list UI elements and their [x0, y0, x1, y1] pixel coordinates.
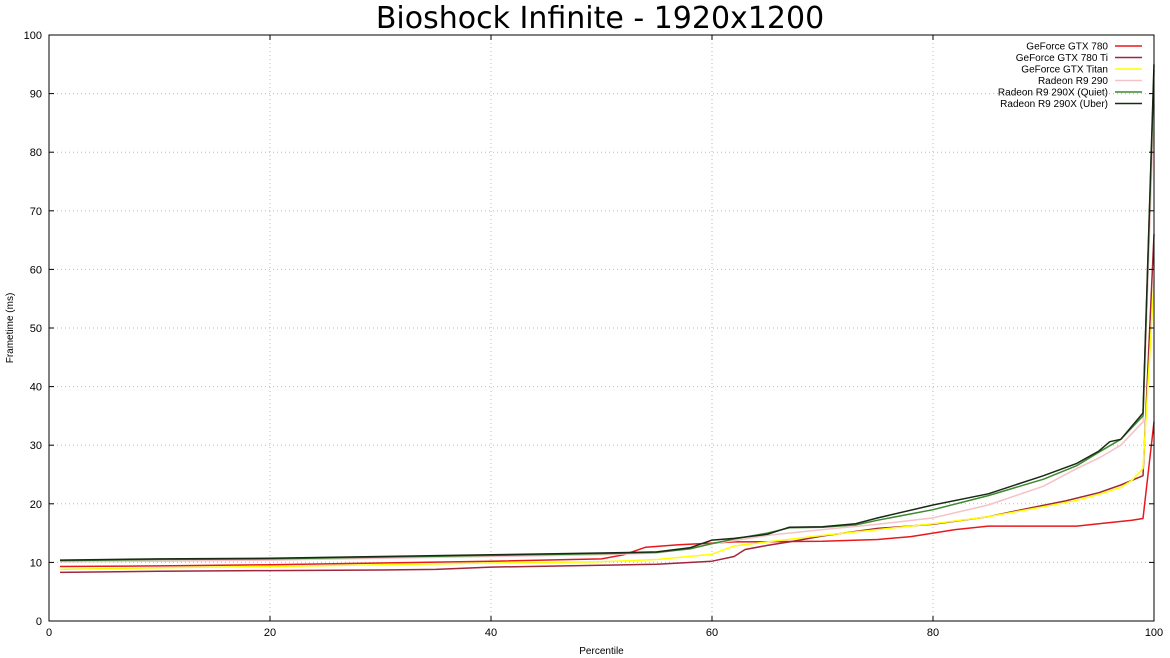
series-line-4 — [59, 105, 1155, 563]
x-tick-label: 80 — [927, 627, 939, 639]
series-line-2 — [59, 234, 1155, 574]
series-line-3 — [59, 281, 1155, 571]
legend-label: GeForce GTX 780 Ti — [1016, 53, 1108, 64]
series-layer — [59, 64, 1155, 574]
y-tick-label: 10 — [30, 557, 42, 569]
series-line-1 — [59, 421, 1155, 568]
y-tick-label: 90 — [30, 89, 42, 101]
y-tick-label: 50 — [30, 323, 42, 335]
legend-label: GeForce GTX 780 — [1026, 42, 1108, 53]
y-tick-label: 80 — [30, 147, 42, 159]
y-tick-label: 0 — [36, 616, 42, 628]
x-tick-label: 40 — [485, 627, 497, 639]
axis-ticks: 0 10 20 30 40 50 60 70 80 90 100 0 20 40 60 80 100 — [24, 30, 1164, 639]
x-axis-label: Percentile — [579, 646, 624, 657]
legend-label: Radeon R9 290 — [1038, 76, 1108, 87]
y-tick-label: 30 — [30, 440, 42, 452]
chart-title: Bioshock Infinite - 1920x1200 — [375, 1, 825, 36]
series-line-5 — [59, 70, 1155, 562]
y-tick-label: 60 — [30, 264, 42, 276]
x-tick-label: 20 — [264, 627, 276, 639]
y-tick-label: 20 — [30, 499, 42, 511]
legend-label: GeForce GTX Titan — [1021, 65, 1108, 76]
x-tick-label: 60 — [706, 627, 718, 639]
legend-label: Radeon R9 290X (Uber) — [1000, 99, 1108, 110]
x-tick-label: 0 — [46, 627, 52, 639]
legend-label: Radeon R9 290X (Quiet) — [998, 88, 1108, 99]
x-tick-label: 100 — [1145, 627, 1163, 639]
y-axis-label: Frametime (ms) — [5, 293, 16, 364]
y-tick-label: 40 — [30, 382, 42, 394]
y-tick-label: 70 — [30, 206, 42, 218]
series-line-6 — [59, 64, 1155, 561]
grid — [49, 35, 1154, 621]
y-tick-label: 100 — [24, 30, 42, 42]
